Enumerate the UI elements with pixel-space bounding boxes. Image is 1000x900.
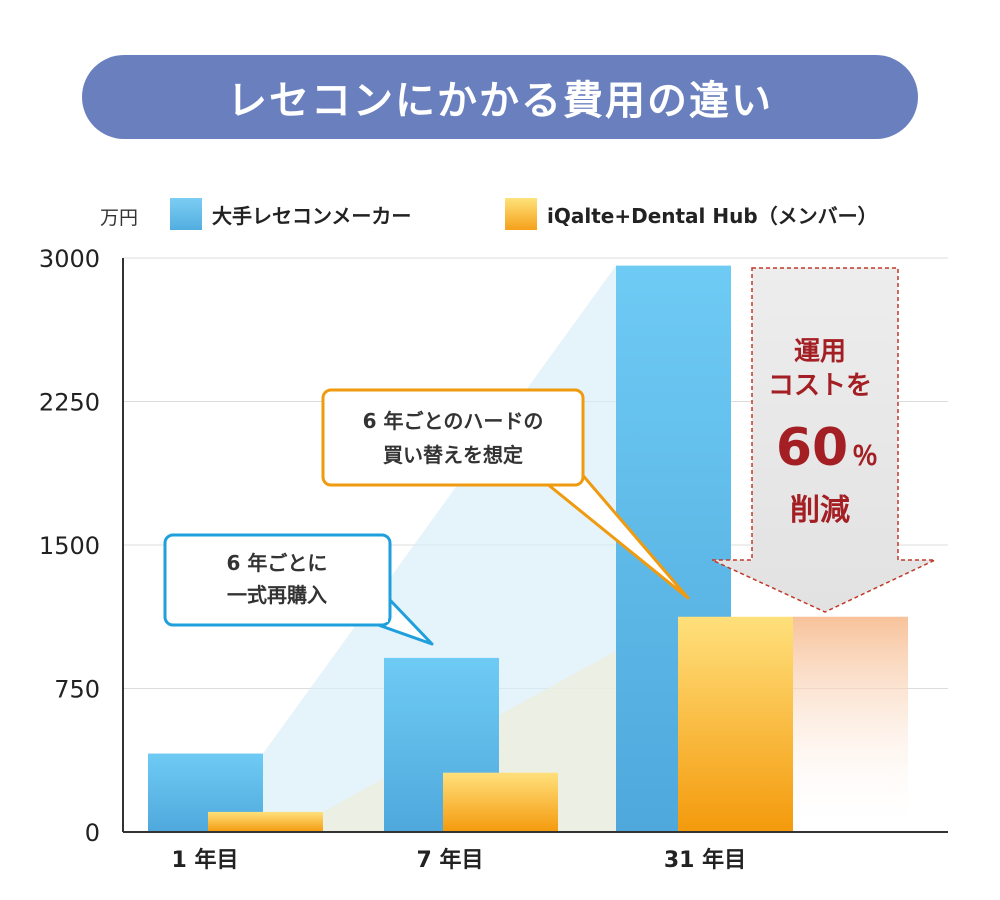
y-axis-unit: 万円 bbox=[100, 207, 139, 229]
callout-blue-line1: 6 年ごとに bbox=[227, 551, 328, 575]
reduction-percent-sign: ％ bbox=[852, 442, 878, 472]
reduction-percent-value: 60 bbox=[776, 418, 848, 478]
reduction-text-line2: コストを bbox=[768, 371, 872, 401]
bar-iqalte bbox=[443, 772, 558, 832]
x-category-label: 1 年目 bbox=[172, 847, 239, 873]
legend-item-major-maker: 大手レセコンメーカー bbox=[170, 197, 411, 231]
reduction-text-line4: 削減 bbox=[790, 493, 850, 528]
reduction-arrow bbox=[711, 267, 936, 613]
legend-item-iqalte: iQalte+Dental Hub（メンバー） bbox=[505, 197, 878, 231]
bar-iqalte bbox=[678, 616, 793, 832]
callout-blue-line2: 一式再購入 bbox=[227, 583, 327, 607]
bar-iqalte bbox=[208, 811, 323, 832]
y-tick-label: 3000 bbox=[39, 245, 100, 273]
callout-blue-box bbox=[163, 533, 392, 627]
callout-orange-box bbox=[321, 388, 585, 487]
x-category-labels: 1 年目 7 年目 31 年目 bbox=[172, 847, 747, 873]
chart-title-banner: レセコンにかかる費用の違い bbox=[82, 55, 918, 139]
callout-orange-line1: 6 年ごとのハードの bbox=[363, 409, 544, 433]
y-tick-label: 750 bbox=[54, 676, 100, 704]
reduction-text-line1: 運用 bbox=[794, 337, 846, 367]
legend-swatch-orange bbox=[505, 198, 537, 230]
y-tick-label: 1500 bbox=[39, 532, 100, 560]
x-category-label: 7 年目 bbox=[417, 847, 484, 873]
y-tick-labels: 0 750 1500 2250 3000 bbox=[39, 245, 100, 847]
x-category-label: 31 年目 bbox=[664, 847, 746, 873]
legend-label-major-maker: 大手レセコンメーカー bbox=[212, 203, 412, 228]
legend-label-iqalte: iQalte+Dental Hub（メンバー） bbox=[547, 203, 878, 228]
y-tick-label: 2250 bbox=[39, 389, 100, 417]
callout-orange-line2: 買い替えを想定 bbox=[383, 443, 523, 467]
callout-orange-tail-mask bbox=[533, 470, 579, 482]
reduction-ghost-bar bbox=[793, 616, 908, 832]
chart-title: レセコンにかかる費用の違い bbox=[227, 78, 773, 124]
bars bbox=[148, 265, 793, 832]
y-tick-label: 0 bbox=[85, 819, 100, 847]
callout-blue-tail-mask bbox=[352, 606, 388, 622]
legend-swatch-blue bbox=[170, 198, 202, 230]
